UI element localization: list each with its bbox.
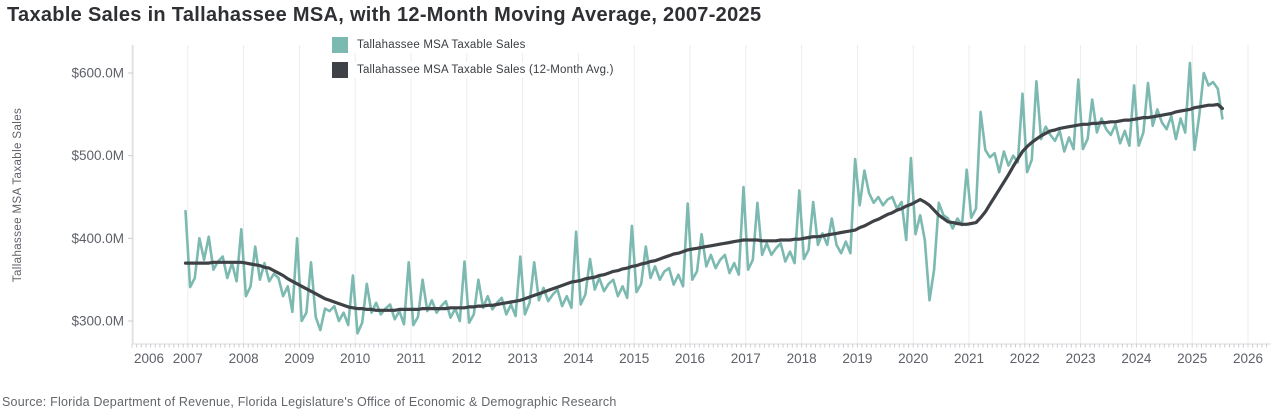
y-tick-label: $300.0M [71,314,124,329]
legend-label: Tallahassee MSA Taxable Sales [357,39,526,51]
x-tick-label: 2013 [508,351,538,366]
taxable-sales-line[interactable] [184,61,1224,335]
x-tick-label: 2015 [619,351,649,366]
x-tick-label: 2007 [173,351,203,366]
legend: Tallahassee MSA Taxable Sales Tallahasse… [332,37,618,87]
legend-label: Tallahassee MSA Taxable Sales (12-Month … [357,64,614,76]
x-tick-label: 2018 [787,351,817,366]
y-tick-label: $400.0M [71,231,124,246]
x-tick-label: 2011 [396,351,425,366]
source-note: Source: Florida Department of Revenue, F… [2,395,617,409]
x-tick-label: 2014 [563,351,594,366]
legend-item-taxable-sales[interactable]: Tallahassee MSA Taxable Sales [332,37,618,53]
x-tick-label: 2006 [134,351,164,366]
x-tick-label: 2022 [1010,351,1040,366]
x-tick-label: 2021 [954,351,984,366]
x-tick-label: 2008 [229,351,259,366]
moving-average-line[interactable] [183,102,1225,312]
x-tick-label: 2016 [675,351,705,366]
x-tick-label: 2026 [1233,351,1263,366]
y-axis-title: Tallahassee MSA Taxable Sales [12,107,24,283]
x-tick-label: 2024 [1121,351,1152,366]
y-tick-label: $600.0M [71,66,124,81]
y-tick-label: $500.0M [71,148,124,163]
x-tick-label: 2010 [340,351,370,366]
x-tick-label: 2012 [452,351,482,366]
legend-swatch-moving-average-icon [332,62,348,78]
x-tick-label: 2019 [842,351,872,366]
x-tick-label: 2023 [1066,351,1096,366]
legend-swatch-taxable-sales-icon [332,37,348,53]
legend-item-moving-average[interactable]: Tallahassee MSA Taxable Sales (12-Month … [332,62,618,78]
x-tick-label: 2020 [898,351,928,366]
chart-title: Taxable Sales in Tallahassee MSA, with 1… [7,4,762,26]
x-tick-label: 2017 [731,351,761,366]
x-tick-label: 2025 [1177,351,1207,366]
x-tick-label: 2009 [284,351,314,366]
